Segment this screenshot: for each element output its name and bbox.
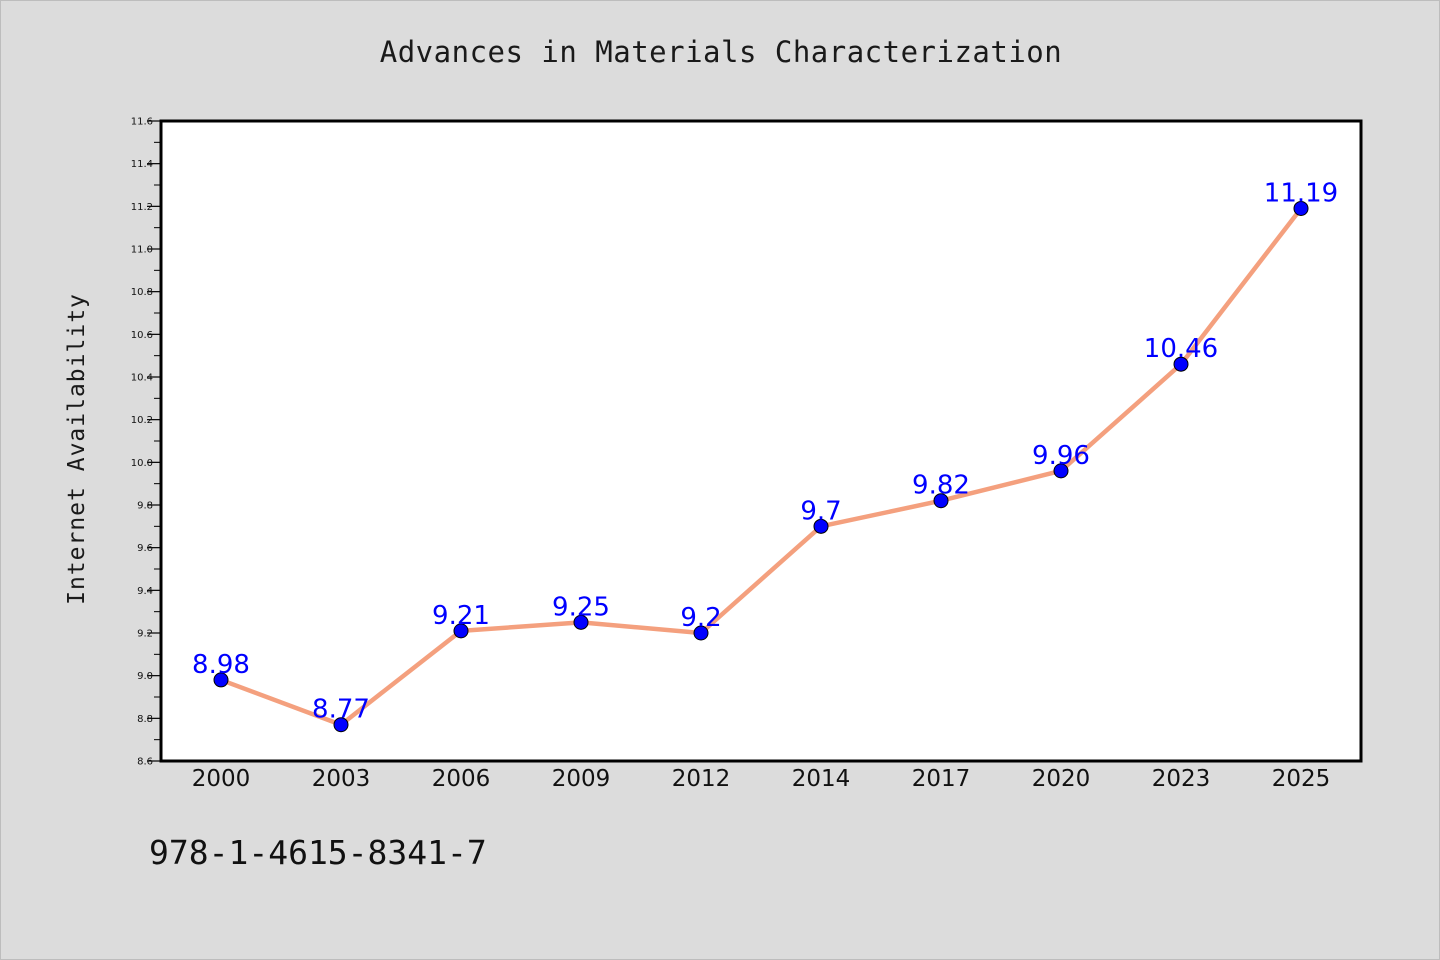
data-label: 8.98 bbox=[192, 650, 250, 680]
data-point bbox=[453, 623, 469, 639]
data-label: 9.25 bbox=[552, 592, 610, 622]
y-tick-label: 9.6 bbox=[137, 543, 153, 554]
x-tick-label: 2000 bbox=[192, 766, 251, 792]
x-tick-label: 2006 bbox=[432, 766, 491, 792]
data-point bbox=[1293, 200, 1309, 216]
data-point bbox=[933, 493, 949, 509]
series-line-group bbox=[218, 206, 1304, 727]
plot-border bbox=[159, 119, 1363, 763]
x-axis-ticks: 2000 2003 2006 2009 2012 2014 2017 2020 2023 2025 bbox=[192, 766, 1331, 792]
data-label: 9.7 bbox=[800, 496, 841, 526]
data-point bbox=[813, 518, 829, 534]
data-label: 11.19 bbox=[1264, 178, 1338, 208]
y-tick-label: 10.2 bbox=[131, 415, 153, 426]
data-label: 9.21 bbox=[432, 601, 490, 631]
x-tick-label: 2017 bbox=[912, 766, 971, 792]
plot-area bbox=[161, 121, 1361, 761]
x-tick-label: 2009 bbox=[552, 766, 611, 792]
y-tick-label: 9.8 bbox=[137, 501, 153, 512]
data-label: 8.77 bbox=[312, 695, 370, 725]
data-point bbox=[1053, 463, 1069, 479]
y-axis-ticks: 8.6 8.8 9.0 9.2 9.4 9.6 9.8 10.0 10.2 10.4 10.6 10.… bbox=[131, 117, 161, 768]
y-tick-label: 10.8 bbox=[131, 287, 153, 298]
y-tick-label: 9.4 bbox=[137, 586, 153, 597]
data-point bbox=[333, 717, 349, 733]
footer-code: 978-1-4615-8341-7 bbox=[149, 833, 487, 872]
y-tick-label: 10.6 bbox=[131, 330, 153, 341]
y-tick-label: 9.2 bbox=[137, 629, 153, 640]
marker-group bbox=[213, 200, 1309, 733]
y-tick-label: 11.6 bbox=[131, 117, 153, 128]
x-tick-label: 2020 bbox=[1032, 766, 1091, 792]
y-tick-label: 8.8 bbox=[137, 714, 153, 725]
y-tick-label: 10.4 bbox=[131, 373, 153, 384]
data-label: 9.96 bbox=[1032, 441, 1090, 471]
data-label: 9.2 bbox=[680, 603, 721, 633]
data-point bbox=[693, 625, 709, 641]
y-tick-label: 10.0 bbox=[131, 458, 153, 469]
y-tick-label: 9.0 bbox=[137, 671, 153, 682]
series-line bbox=[218, 206, 1304, 727]
y-tick-label: 8.6 bbox=[137, 757, 153, 768]
x-tick-label: 2023 bbox=[1152, 766, 1211, 792]
y-tick-label: 11.4 bbox=[131, 159, 153, 170]
data-point bbox=[573, 614, 589, 630]
y-tick-label: 11.2 bbox=[131, 202, 153, 213]
x-tick-label: 2025 bbox=[1272, 766, 1331, 792]
x-tick-label: 2012 bbox=[672, 766, 731, 792]
data-point bbox=[1173, 356, 1189, 372]
chart-title: Advances in Materials Characterization bbox=[379, 35, 1063, 69]
data-label: 9.82 bbox=[912, 471, 970, 501]
y-tick-label: 11.0 bbox=[131, 245, 153, 256]
x-tick-label: 2014 bbox=[792, 766, 851, 792]
data-label: 10.46 bbox=[1144, 334, 1218, 364]
data-label-group: 8.98 8.77 9.21 9.25 9.2 9.7 9.82 9.96 10.46 11.19 bbox=[192, 178, 1338, 724]
x-tick-label: 2003 bbox=[312, 766, 371, 792]
data-point bbox=[213, 672, 229, 688]
